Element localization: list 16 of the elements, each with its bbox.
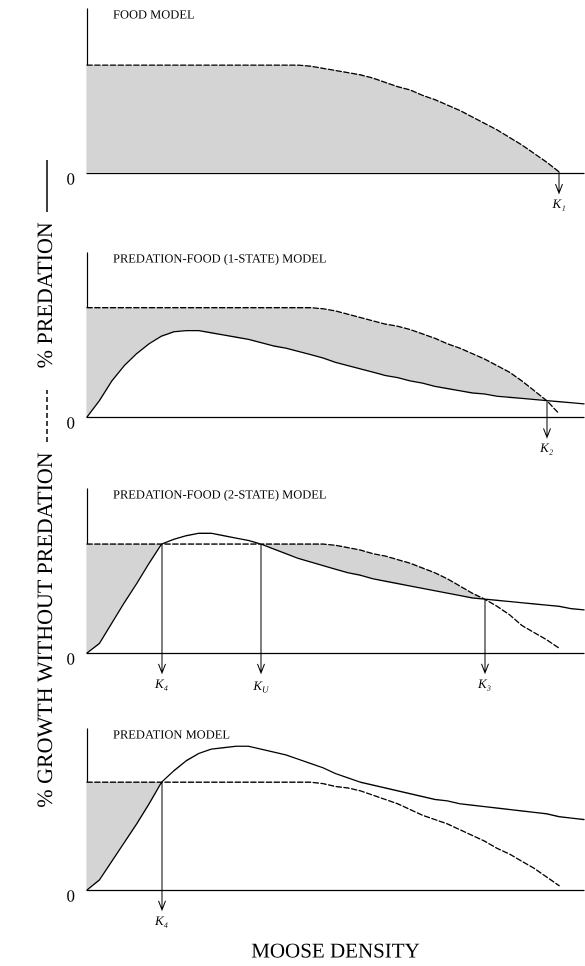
legend-label: % GROWTH WITHOUT PREDATION <box>32 452 57 808</box>
text: K₂ <box>539 440 554 455</box>
x-axis-title: MOOSE DENSITY <box>251 938 420 962</box>
chart-title: PREDATION-FOOD (2-STATE) MODEL <box>113 488 327 502</box>
text: K₁ <box>552 196 566 211</box>
legend-label: % PREDATION <box>32 222 57 368</box>
chart-title: PREDATION-FOOD (1-STATE) MODEL <box>113 252 327 266</box>
text: 0 <box>66 886 75 906</box>
text: K₃ <box>477 676 492 691</box>
text: 0 <box>66 170 75 188</box>
text: K₄ <box>154 913 169 928</box>
text: K₄ <box>154 676 169 691</box>
text: 0 <box>66 650 75 668</box>
chart-title: PREDATION MODEL <box>113 728 230 742</box>
text: 0 <box>66 414 75 432</box>
chart-title: FOOD MODEL <box>113 8 195 22</box>
